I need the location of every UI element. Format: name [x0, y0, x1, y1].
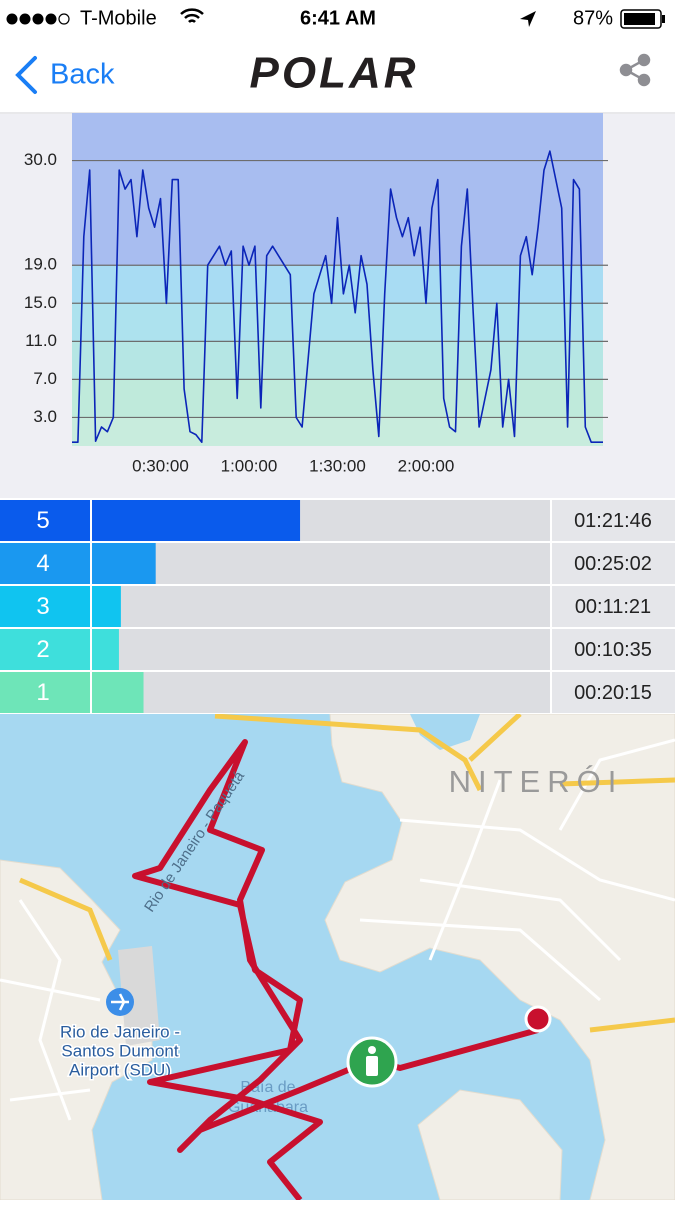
zone-label-bg	[0, 586, 90, 627]
zone-label: 4	[36, 550, 49, 577]
zone-label-bg	[0, 500, 90, 541]
signal	[6, 13, 70, 25]
zone-track	[92, 629, 550, 670]
zone-track	[92, 672, 550, 713]
zone-bar	[92, 543, 156, 584]
zone-bar	[92, 672, 144, 713]
x-tick-label: 2:00:00	[398, 456, 455, 475]
zone-time-bg	[552, 629, 675, 670]
zone-band	[72, 113, 603, 266]
zone-bar	[92, 629, 119, 670]
x-tick-label: 0:30:00	[132, 456, 189, 475]
y-tick-label: 3.0	[33, 407, 57, 426]
zone-time-bg	[552, 586, 675, 627]
city-label: NITERÓI	[449, 764, 624, 799]
y-tick-label: 15.0	[24, 293, 57, 312]
start-marker	[346, 1036, 398, 1088]
zone-label-bg	[0, 629, 90, 670]
airport-label: Santos Dumont	[61, 1041, 178, 1060]
zone-label: 3	[36, 593, 49, 620]
zone-time: 01:21:46	[574, 510, 652, 532]
airport-area	[118, 946, 160, 1046]
logo: POLAR	[250, 49, 419, 98]
zone-band	[72, 417, 603, 446]
wifi-icon	[180, 8, 204, 23]
zone-track	[92, 586, 550, 627]
zone-time-bg	[552, 500, 675, 541]
speed-line	[72, 150, 603, 443]
zone-time-bg	[552, 543, 675, 584]
airport-icon	[106, 988, 134, 1016]
zone-time: 00:11:21	[575, 596, 651, 618]
zone-time-bg	[552, 672, 675, 713]
zone-label: 1	[36, 679, 49, 706]
end-marker	[524, 1005, 552, 1033]
header-bg	[0, 0, 675, 113]
y-tick-label: 7.0	[33, 369, 57, 388]
zone-band	[72, 265, 603, 304]
zone-chart: 5 01:21:46 4 00:25:02 3 00:11:21 2 00:10:35 1 00:…	[0, 500, 675, 713]
x-tick-label: 1:00:00	[221, 456, 278, 475]
back-button[interactable]: Back	[15, 56, 115, 94]
zone-band	[72, 379, 603, 418]
zone-track	[92, 543, 550, 584]
airport-label: Airport (SDU)	[69, 1060, 171, 1079]
zone-label: 5	[36, 507, 49, 534]
zone-time: 00:20:15	[574, 682, 652, 704]
speed-chart: 3.0 7.0 11.0 15.0 19.0 30.0 0:30:00 1:00:00 1:30…	[24, 113, 608, 475]
zone-label: 2	[36, 636, 49, 663]
streets	[0, 738, 675, 1121]
carrier: T-Mobile	[80, 7, 157, 29]
highways	[19, 714, 675, 1033]
zone-time: 00:25:02	[574, 553, 652, 575]
clock: 6:41 AM	[300, 7, 376, 29]
battery-icon	[620, 9, 665, 29]
battery-text: 87%	[573, 7, 613, 29]
zone-label-bg	[0, 672, 90, 713]
y-tick-label: 11.0	[25, 331, 57, 350]
x-tick-label: 1:30:00	[309, 456, 366, 475]
zone-label-bg	[0, 543, 90, 584]
location-icon	[520, 11, 536, 27]
land	[0, 714, 675, 1200]
y-tick-label: 19.0	[24, 255, 57, 274]
zone-bar	[92, 500, 301, 541]
share-button[interactable]	[619, 53, 651, 87]
back-label[interactable]: Back	[50, 59, 115, 91]
y-tick-label: 30.0	[24, 150, 57, 169]
route	[132, 739, 539, 1200]
airport-label: Rio de Janeiro -	[60, 1022, 180, 1041]
zone-band	[72, 341, 603, 380]
zone-band	[72, 303, 603, 342]
zone-bar	[92, 586, 121, 627]
zone-time: 00:10:35	[574, 639, 652, 661]
